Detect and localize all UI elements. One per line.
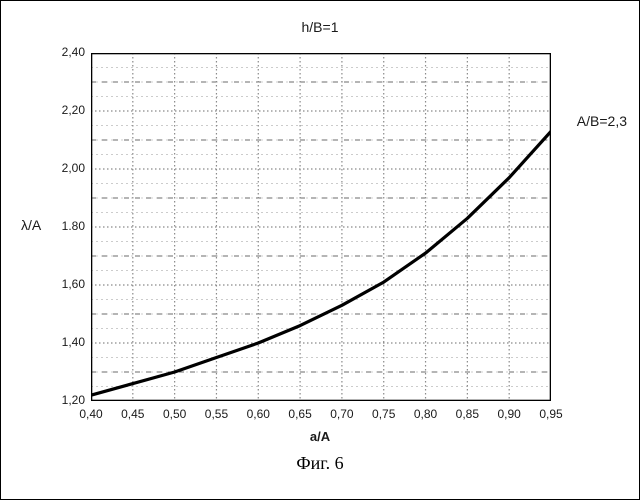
x-tick-label: 0,60 [243, 407, 273, 421]
x-tick-label: 0,40 [76, 407, 106, 421]
y-tick-label: 2,40 [45, 45, 85, 59]
x-tick-label: 0,95 [536, 407, 566, 421]
y-tick-label: 1.80 [45, 219, 85, 233]
y-axis-label: λ/A [21, 217, 41, 233]
chart-plot [91, 53, 551, 401]
x-tick-label: 0,50 [160, 407, 190, 421]
y-tick-label: 2,00 [45, 161, 85, 175]
figure-caption: Фиг. 6 [1, 453, 639, 474]
x-tick-label: 0,85 [452, 407, 482, 421]
x-tick-label: 0,55 [201, 407, 231, 421]
x-tick-label: 0,90 [494, 407, 524, 421]
y-tick-label: 1,60 [45, 277, 85, 291]
y-tick-label: 2,20 [45, 103, 85, 117]
x-tick-label: 0,75 [369, 407, 399, 421]
x-tick-label: 0,80 [411, 407, 441, 421]
series-label: A/B=2,3 [577, 113, 627, 129]
y-tick-label: 1,20 [45, 393, 85, 407]
x-tick-label: 0,45 [118, 407, 148, 421]
figure-frame: h/B=1 λ/A A/B=2,3 a/A Фиг. 6 1,20 1,40 1,6… [0, 0, 640, 500]
x-tick-label: 0,70 [327, 407, 357, 421]
x-axis-label: a/A [1, 429, 639, 444]
chart-title: h/B=1 [1, 19, 639, 35]
y-tick-label: 1,40 [45, 335, 85, 349]
x-tick-label: 0,65 [285, 407, 315, 421]
